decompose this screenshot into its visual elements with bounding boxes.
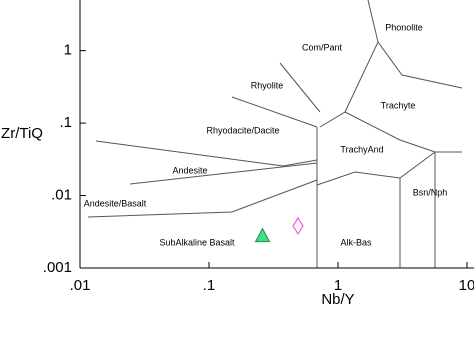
y-axis-title: Zr/TiQ <box>1 125 43 142</box>
x-tick-label: .1 <box>203 277 216 294</box>
field-label: Bsn/Nph <box>413 187 448 197</box>
boundary <box>231 96 318 128</box>
data-point <box>254 227 271 243</box>
boundary <box>279 62 321 113</box>
boundary <box>344 111 462 153</box>
field-label: TrachyAnd <box>340 144 383 154</box>
boundary <box>95 140 318 167</box>
field-label: Andesite <box>172 165 207 175</box>
boundary <box>87 179 318 218</box>
field-label: Trachyte <box>381 100 416 110</box>
field-label: Andesite/Basalt <box>84 198 147 208</box>
y-tick-label: .01 <box>51 187 72 204</box>
field-label: Rhyodacite/Dacite <box>206 125 279 135</box>
x-tick-label: 1 <box>334 277 342 294</box>
boundary <box>319 0 379 128</box>
boundary <box>399 151 436 268</box>
y-tick-label: .001 <box>43 259 72 276</box>
y-tick-label: 1 <box>64 42 72 59</box>
data-point <box>292 217 304 235</box>
y-tick-label: .1 <box>59 114 72 131</box>
boundary <box>316 171 401 186</box>
x-axis-title: Nb/Y <box>321 291 354 308</box>
field-label: SubAlkaline Basalt <box>159 237 235 247</box>
field-boundaries <box>87 0 463 268</box>
x-tick-label: 10 <box>459 277 474 294</box>
field-label: Phonolite <box>385 22 423 32</box>
field-label: Rhyolite <box>251 80 284 90</box>
boundary <box>377 41 463 89</box>
field-label: Alk-Bas <box>340 237 372 247</box>
x-tick-label: .01 <box>70 277 91 294</box>
boundary <box>129 162 318 185</box>
field-label: Com/Pant <box>302 42 343 52</box>
